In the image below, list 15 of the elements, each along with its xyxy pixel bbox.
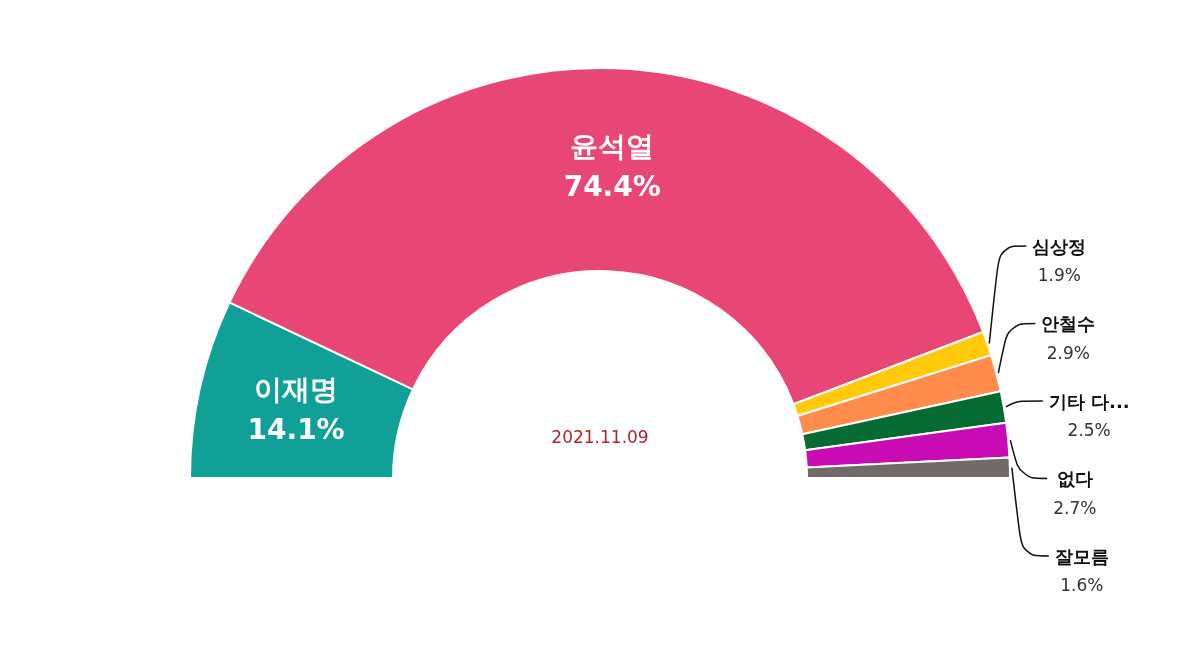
slice-label: 잘모름 xyxy=(1054,545,1109,567)
data-label: 74.4% xyxy=(563,170,661,204)
data-label: 2.5% xyxy=(1067,420,1111,440)
data-label: 14.1% xyxy=(247,413,345,447)
slice-label: 안철수 xyxy=(1041,313,1096,334)
slice-label: 없다 xyxy=(1056,468,1093,489)
slice-label: 기타 다... xyxy=(1048,390,1130,412)
data-label: 2.9% xyxy=(1046,342,1090,363)
data-label: 1.6% xyxy=(1060,575,1104,595)
text: 2021.11.09 xyxy=(551,426,649,447)
data-label: 2.7% xyxy=(1053,497,1097,518)
data-label: 1.9% xyxy=(1037,265,1081,285)
slice-label: 윤석열 xyxy=(570,130,655,164)
slice-label: 심상정 xyxy=(1032,235,1087,257)
slice-label: 이재명 xyxy=(254,373,339,407)
